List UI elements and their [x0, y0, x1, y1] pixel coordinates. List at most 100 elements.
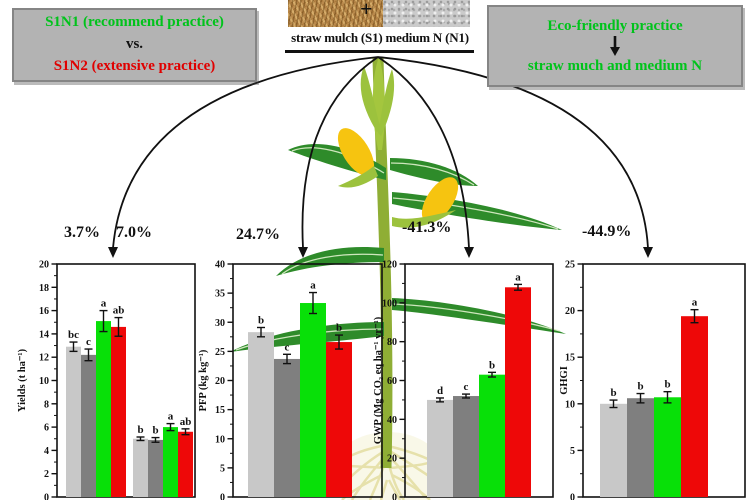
y-tick-label: 0	[220, 493, 225, 500]
y-tick-label: 10	[565, 399, 575, 410]
bar	[505, 287, 531, 497]
significance-letter: bc	[68, 329, 79, 341]
significance-letter: c	[86, 336, 91, 348]
y-tick-label: 80	[387, 337, 397, 348]
significance-letter: c	[285, 341, 290, 353]
y-tick-label: 120	[382, 260, 397, 271]
y-tick-label: 0	[392, 493, 397, 500]
bar	[427, 399, 453, 497]
percent-label-gwp: -41.3%	[402, 219, 452, 236]
significance-letter: a	[168, 411, 174, 423]
down-arrow-icon	[610, 36, 620, 56]
significance-letter: a	[101, 298, 107, 310]
corn-top-shoot-icon	[360, 57, 395, 150]
y-axis-title: GHGI	[559, 366, 570, 395]
bar	[111, 326, 126, 497]
significance-letter: b	[258, 314, 264, 326]
bar	[627, 398, 654, 497]
significance-letter: a	[310, 280, 316, 292]
y-tick-label: 8	[44, 399, 49, 410]
corn-cob-icon	[337, 128, 459, 228]
y-tick-label: 15	[215, 405, 225, 416]
bar	[274, 358, 300, 497]
significance-letter: ab	[180, 416, 192, 428]
significance-letter: d	[437, 385, 443, 397]
percent-label-pfp: 24.7%	[236, 226, 280, 243]
significance-letter: b	[137, 424, 143, 436]
comparison-line-extensive: S1N2 (extensive practice)	[53, 57, 216, 74]
bar	[148, 439, 163, 497]
bar	[300, 303, 326, 497]
percent-label-ghgi: -44.9%	[582, 223, 632, 240]
fan-arrows	[112, 56, 649, 249]
chart-ghgi: 0 5 10 15 20 25 GHGI b b b a	[559, 260, 746, 500]
caption-underline	[285, 50, 474, 53]
comparison-line-recommend: S1N1 (recommend practice)	[45, 14, 224, 31]
bar	[681, 316, 708, 497]
bar	[163, 427, 178, 497]
significance-letter: b	[610, 387, 616, 399]
y-tick-label: 40	[387, 415, 397, 426]
y-tick-label: 40	[215, 260, 225, 271]
eco-practice-box: Eco-friendly practice straw much and med…	[487, 5, 743, 87]
bar	[453, 396, 479, 497]
chart-pfp: 0 5 10 15 20 25 30 35 40 PFP (kg kg⁻¹) b c a b	[198, 260, 383, 500]
y-tick-label: 30	[215, 318, 225, 329]
y-tick-label: 2	[44, 469, 49, 480]
y-tick-label: 0	[570, 493, 575, 500]
significance-letter: c	[464, 381, 469, 393]
y-tick-label: 35	[215, 289, 225, 300]
bar	[178, 431, 193, 497]
y-tick-label: 5	[220, 463, 225, 474]
significance-letter: b	[489, 359, 495, 371]
bar	[600, 403, 627, 497]
y-tick-label: 10	[215, 434, 225, 445]
chart-gwp: 0 20 40 60 80 100 120 GWP (Mg CO₂ eq ha⁻¹ yr⁻¹)…	[373, 260, 554, 500]
y-axis-title: Yields (t ha⁻¹)	[17, 348, 28, 412]
y-tick-label: 4	[44, 446, 49, 457]
bar	[133, 438, 148, 497]
y-tick-label: 14	[39, 329, 49, 340]
fan-arrow-ghgi	[377, 56, 649, 249]
comparison-box: S1N1 (recommend practice) vs. S1N2 (exte…	[12, 8, 257, 82]
bar	[248, 332, 274, 497]
y-tick-label: 100	[382, 298, 397, 309]
bar	[326, 342, 352, 497]
significance-letter: a	[692, 297, 698, 309]
y-tick-label: 25	[565, 260, 575, 271]
y-tick-label: 0	[44, 493, 49, 500]
significance-letter: a	[515, 271, 521, 283]
straw-photo-icon	[288, 0, 383, 27]
y-tick-label: 20	[39, 260, 49, 271]
comparison-vs: vs.	[125, 36, 144, 53]
treatment-caption: straw mulch (S1) medium N (N1)	[291, 30, 469, 45]
y-tick-label: 15	[565, 353, 575, 364]
fan-arrowheads	[108, 247, 653, 258]
significance-letter: b	[336, 322, 342, 334]
significance-letter: ab	[113, 305, 125, 317]
bar	[96, 321, 111, 497]
fan-arrow-gwp	[377, 56, 470, 249]
percent-label-yields-2: 7.0%	[116, 224, 152, 241]
significance-letter: b	[637, 381, 643, 393]
y-tick-label: 25	[215, 347, 225, 358]
bar	[66, 346, 81, 497]
significance-letter: b	[664, 379, 670, 391]
y-tick-label: 10	[39, 376, 49, 387]
y-tick-label: 20	[215, 376, 225, 387]
y-tick-label: 20	[387, 454, 397, 465]
y-tick-label: 5	[570, 446, 575, 457]
y-tick-label: 12	[39, 353, 49, 364]
y-axis-title: GWP (Mg CO₂ eq ha⁻¹ yr⁻¹)	[373, 316, 384, 444]
fan-arrow-yields	[112, 56, 379, 249]
y-tick-label: 6	[44, 423, 49, 434]
y-tick-label: 16	[39, 306, 49, 317]
bar	[654, 397, 681, 497]
treatment-photos: +	[288, 0, 470, 27]
bar	[479, 374, 505, 497]
eco-practice-result: straw much and medium N	[527, 58, 703, 74]
percent-label-yields: 3.7%	[64, 224, 100, 241]
